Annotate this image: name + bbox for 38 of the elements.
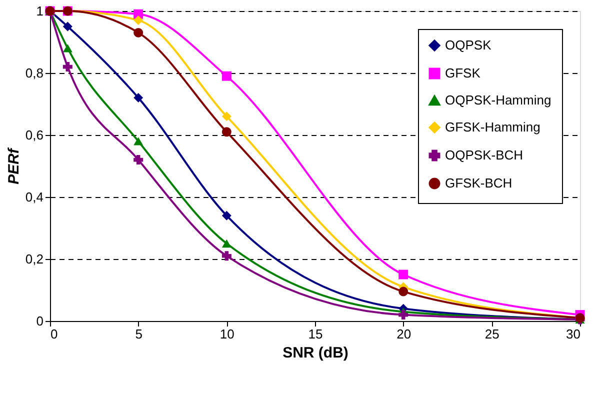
point [398, 310, 408, 320]
y-tick-label: 0,2 [25, 252, 44, 266]
point [62, 62, 72, 72]
x-tick-label: 0 [50, 326, 58, 342]
point [222, 71, 232, 81]
point [134, 93, 144, 103]
point [134, 155, 144, 165]
point [222, 210, 232, 220]
point [62, 44, 72, 52]
point [62, 22, 72, 32]
point [134, 16, 144, 26]
point [222, 112, 232, 122]
y-tick-label: 0,8 [25, 66, 44, 80]
legend-label: OQPSK-Hamming [445, 92, 552, 108]
point [222, 239, 232, 248]
y-tick-label: 1 [36, 4, 44, 18]
x-tick-label: 5 [135, 326, 142, 342]
x-tick-label: 25 [484, 326, 500, 342]
point [134, 137, 144, 146]
legend-label: GFSK [445, 66, 481, 80]
x-tick-label: 15 [308, 326, 323, 342]
point [134, 28, 144, 38]
y-tick-label: 0 [36, 314, 44, 328]
point [398, 286, 408, 296]
x-tick-label: 30 [566, 326, 580, 342]
point [222, 251, 232, 261]
legend-label: GFSK-BCH [445, 176, 512, 190]
legend-label: OQPSK [445, 38, 492, 52]
legend-label: OQPSK-BCH [445, 148, 524, 162]
y-axis-title: PERf [5, 146, 22, 184]
y-tick-label: 0,6 [25, 128, 44, 142]
x-tick-label: 20 [396, 326, 412, 342]
y-tick-label: 0,4 [25, 190, 44, 204]
point [222, 127, 232, 137]
point [398, 270, 408, 280]
legend-label: GFSK-Hamming [445, 120, 540, 134]
x-axis-title: SNR (dB) [282, 344, 348, 362]
x-tick-label: 10 [220, 326, 234, 342]
